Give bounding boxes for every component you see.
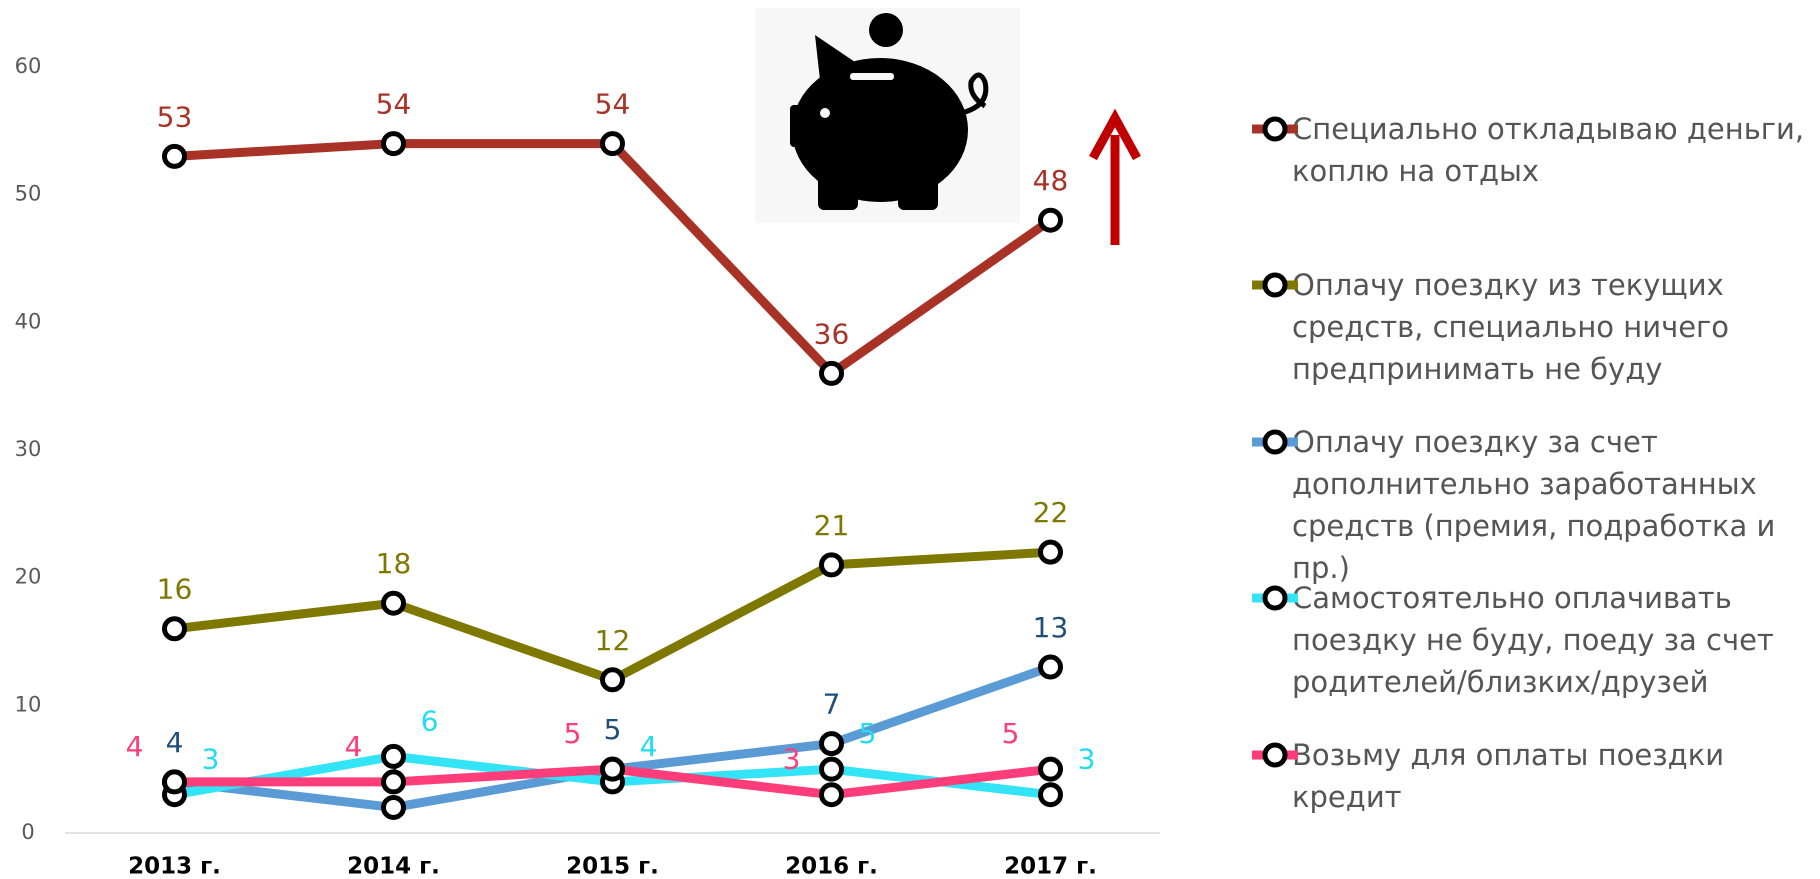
legend-label: Специально откладываю деньги, коплю на о…: [1292, 112, 1805, 188]
data-label: 21: [814, 509, 850, 542]
data-label: 3: [783, 743, 801, 776]
data-label: 3: [202, 743, 220, 776]
legend-item: Оплачу поездку из текущих средств, специ…: [1250, 264, 1815, 390]
y-tick-label: 20: [15, 565, 42, 589]
series-line: [173, 547, 1051, 685]
y-tick-label: 40: [15, 309, 42, 333]
marker: [819, 756, 844, 782]
legend-marker: [1262, 116, 1288, 142]
data-label: 5: [1002, 717, 1020, 750]
marker: [1038, 207, 1063, 233]
marker: [819, 782, 844, 808]
marker: [1038, 539, 1063, 565]
legend-label: Оплачу поездку из текущих средств, специ…: [1292, 268, 1730, 386]
legend-item: Специально откладываю деньги, коплю на о…: [1250, 108, 1815, 192]
y-tick-label: 10: [15, 692, 42, 716]
data-label: 5: [604, 713, 622, 746]
x-tick-label: 2016 г.: [785, 854, 878, 879]
data-label: 48: [1033, 164, 1069, 197]
marker: [600, 756, 625, 782]
y-tick-label: 30: [15, 437, 42, 461]
x-tick-label: 2015 г.: [566, 854, 659, 879]
marker: [1038, 756, 1063, 782]
y-tick-label: 0: [21, 820, 34, 844]
data-label: 12: [595, 624, 631, 657]
marker: [381, 769, 406, 795]
data-label: 53: [157, 100, 193, 133]
data-label: 16: [157, 573, 193, 606]
marker: [381, 590, 406, 616]
data-label: 22: [1033, 496, 1069, 529]
legend-marker: [1262, 429, 1288, 455]
marker: [600, 667, 625, 693]
data-label: 7: [823, 688, 841, 721]
legend-swatch: [1252, 742, 1298, 768]
x-tick-label: 2014 г.: [347, 854, 440, 879]
data-label: 4: [345, 730, 363, 763]
data-label: 13: [1033, 611, 1069, 644]
x-tick-label: 2013 г.: [128, 854, 221, 879]
marker: [600, 131, 625, 157]
data-label: 54: [376, 88, 412, 121]
data-label: 5: [564, 717, 582, 750]
legend-swatch: [1252, 272, 1298, 298]
x-tick-label: 2017 г.: [1004, 854, 1097, 879]
data-label: 6: [421, 704, 439, 737]
marker: [1038, 782, 1063, 808]
legend-item: Самостоятельно оплачивать поездку не буд…: [1250, 577, 1815, 703]
data-label: 54: [595, 88, 631, 121]
data-label: 18: [376, 547, 412, 580]
data-label: 5: [859, 717, 877, 750]
chart: 0 10 20 30 40 50 60 2013 г. 2014 г. 2015 г. 2016 г…: [14, 13, 1160, 879]
data-label: 36: [814, 317, 850, 350]
legend-item: Возьму для оплаты поездки кредит: [1250, 734, 1815, 818]
marker: [1038, 654, 1063, 680]
marker: [819, 552, 844, 578]
data-label: 4: [126, 730, 144, 763]
legend-label: Оплачу поездку за счет дополнительно зар…: [1292, 425, 1776, 585]
y-tick-label: 60: [15, 54, 42, 78]
legend-marker: [1262, 585, 1288, 611]
piggy-icon: [790, 13, 989, 210]
legend-item: Оплачу поездку за счет дополнительно зар…: [1250, 421, 1815, 589]
marker: [381, 794, 406, 820]
marker: [162, 769, 187, 795]
marker: [162, 616, 187, 642]
data-label: 3: [1078, 743, 1096, 776]
legend-marker: [1262, 272, 1288, 298]
marker: [819, 731, 844, 757]
data-label: 4: [640, 730, 658, 763]
legend-swatch: [1252, 429, 1298, 455]
legend-marker: [1262, 742, 1288, 768]
marker: [819, 360, 844, 386]
arrow: [1089, 108, 1141, 245]
y-tick-label: 50: [15, 182, 42, 206]
legend-swatch: [1252, 585, 1298, 611]
marker: [162, 143, 187, 169]
legend-label: Самостоятельно оплачивать поездку не буд…: [1292, 581, 1774, 699]
marker: [381, 131, 406, 157]
legend-label: Возьму для оплаты поездки кредит: [1292, 738, 1725, 814]
data-label: 4: [166, 726, 184, 759]
marker: [381, 743, 406, 769]
legend-swatch: [1252, 116, 1298, 142]
